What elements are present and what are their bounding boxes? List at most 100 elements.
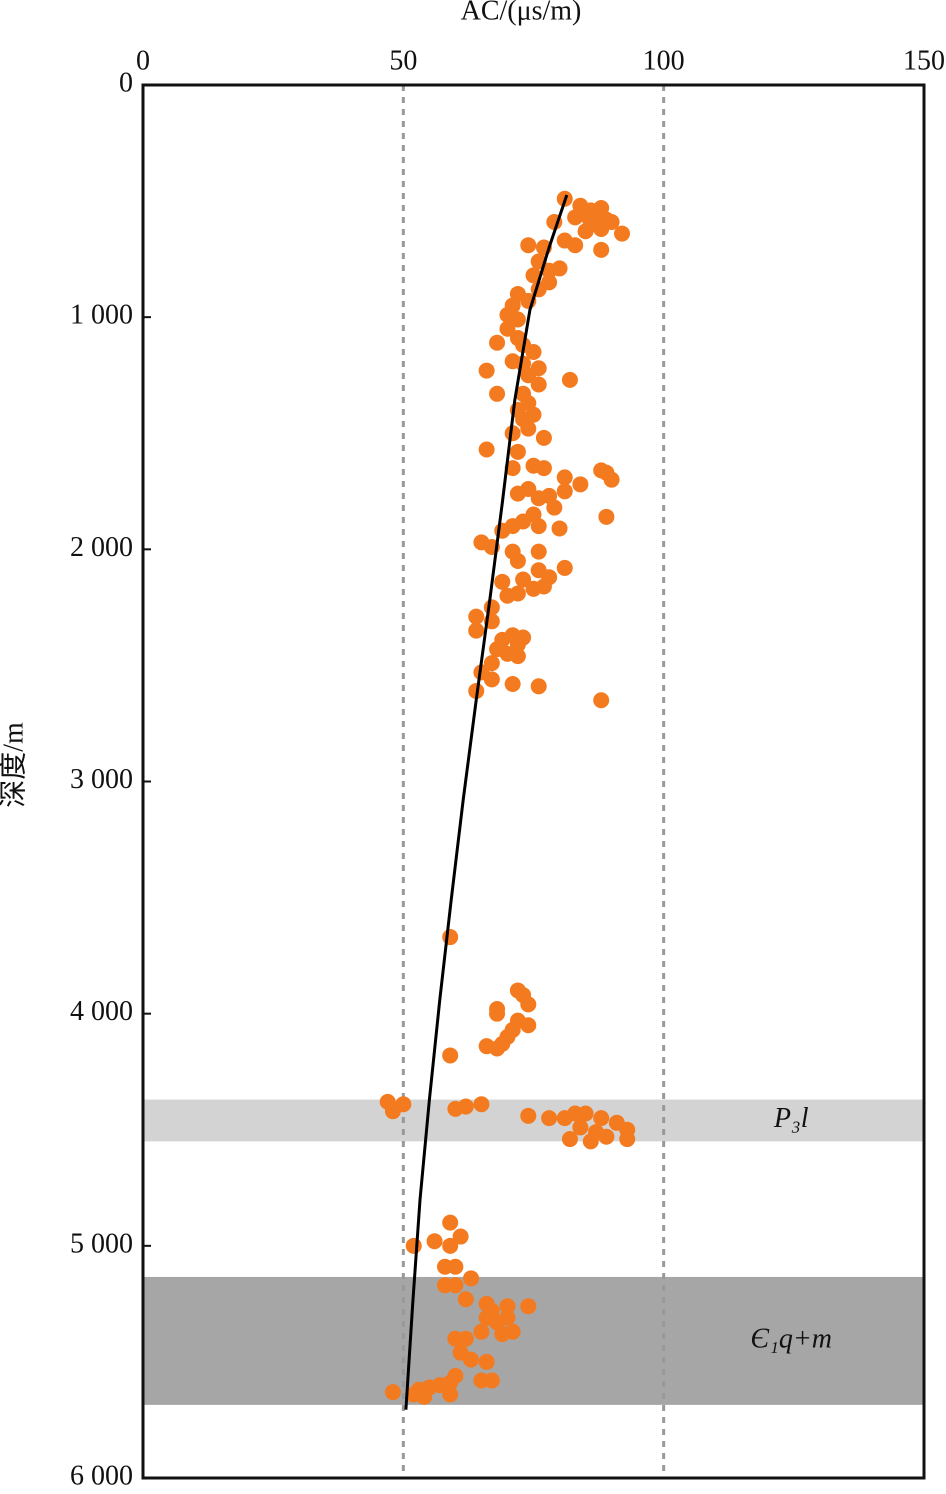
data-point bbox=[572, 1119, 589, 1136]
data-point bbox=[468, 608, 485, 625]
data-point bbox=[520, 996, 537, 1013]
data-point bbox=[499, 1298, 516, 1315]
data-point bbox=[447, 1277, 464, 1294]
data-point bbox=[426, 1233, 443, 1250]
data-point bbox=[561, 1131, 578, 1148]
data-point bbox=[509, 443, 526, 460]
data-point bbox=[509, 636, 526, 653]
data-point bbox=[619, 1131, 636, 1148]
x-tick-label: 150 bbox=[903, 45, 945, 76]
data-point bbox=[457, 1291, 474, 1308]
region-label: Є₁q+m bbox=[750, 1323, 832, 1354]
region-label: P₃l bbox=[773, 1103, 809, 1134]
data-point bbox=[395, 1096, 412, 1113]
x-tick-label: 50 bbox=[389, 45, 417, 76]
data-point bbox=[483, 671, 500, 688]
data-point bbox=[561, 371, 578, 388]
data-point bbox=[463, 1270, 480, 1287]
y-tick-label: 2 000 bbox=[70, 532, 133, 563]
data-point bbox=[489, 1040, 506, 1057]
data-point bbox=[535, 429, 552, 446]
data-point bbox=[535, 460, 552, 477]
data-point bbox=[483, 655, 500, 672]
data-point bbox=[567, 209, 584, 226]
data-point bbox=[509, 311, 526, 328]
data-point bbox=[567, 237, 584, 254]
data-point bbox=[520, 1107, 537, 1124]
data-point bbox=[530, 678, 547, 695]
data-point bbox=[442, 1047, 459, 1064]
data-point bbox=[504, 460, 521, 477]
plot-frame bbox=[141, 83, 926, 1480]
data-point bbox=[520, 367, 537, 384]
x-axis-label: AC/(μs/m) bbox=[461, 0, 582, 26]
data-point bbox=[593, 462, 610, 479]
data-point bbox=[483, 599, 500, 616]
y-tick-label: 1 000 bbox=[70, 300, 133, 331]
region-band bbox=[143, 1276, 924, 1405]
y-tick-label: 0 bbox=[119, 67, 133, 98]
data-point bbox=[405, 1237, 422, 1254]
data-point bbox=[551, 520, 568, 537]
data-point bbox=[457, 1098, 474, 1115]
x-tick-label: 100 bbox=[643, 45, 685, 76]
y-tick-label: 4 000 bbox=[70, 996, 133, 1027]
data-point bbox=[541, 1110, 558, 1127]
data-point bbox=[598, 508, 615, 525]
data-point bbox=[499, 587, 516, 604]
data-point bbox=[447, 1330, 464, 1347]
data-point bbox=[598, 1128, 615, 1145]
x-tick-label: 0 bbox=[136, 45, 150, 76]
data-point bbox=[546, 499, 563, 516]
data-point bbox=[478, 441, 495, 458]
data-point bbox=[582, 1133, 599, 1150]
data-point bbox=[520, 420, 537, 437]
data-point bbox=[572, 476, 589, 493]
data-point bbox=[509, 485, 526, 502]
data-point bbox=[525, 343, 542, 360]
data-point bbox=[442, 1386, 459, 1403]
data-point bbox=[478, 1353, 495, 1370]
data-point bbox=[515, 571, 532, 588]
data-point bbox=[468, 622, 485, 639]
data-point bbox=[593, 220, 610, 237]
data-point bbox=[520, 1017, 537, 1034]
data-point bbox=[509, 552, 526, 569]
data-point bbox=[556, 469, 573, 486]
data-point bbox=[577, 1105, 594, 1122]
data-point bbox=[489, 385, 506, 402]
data-point bbox=[520, 1298, 537, 1315]
data-point bbox=[509, 648, 526, 665]
data-point bbox=[556, 483, 573, 500]
data-point bbox=[593, 692, 610, 709]
data-point bbox=[494, 573, 511, 590]
data-point bbox=[473, 1323, 490, 1340]
data-point bbox=[541, 262, 558, 279]
data-point bbox=[525, 580, 542, 597]
data-point bbox=[593, 241, 610, 258]
data-point bbox=[614, 225, 631, 242]
data-point bbox=[489, 1005, 506, 1022]
data-point bbox=[489, 334, 506, 351]
data-point bbox=[478, 362, 495, 379]
data-point bbox=[473, 1096, 490, 1113]
data-point bbox=[520, 237, 537, 254]
data-point bbox=[483, 1372, 500, 1389]
y-tick-label: 3 000 bbox=[70, 764, 133, 795]
data-point bbox=[416, 1388, 433, 1405]
data-point bbox=[556, 559, 573, 576]
y-tick-label: 6 000 bbox=[70, 1460, 133, 1491]
data-point bbox=[530, 518, 547, 535]
data-point bbox=[593, 1110, 610, 1127]
data-point bbox=[442, 1214, 459, 1231]
data-point bbox=[525, 267, 542, 284]
data-point bbox=[442, 1237, 459, 1254]
data-point bbox=[447, 1258, 464, 1275]
trend-line bbox=[404, 194, 569, 1410]
data-point bbox=[530, 376, 547, 393]
data-point bbox=[603, 471, 620, 488]
y-axis-label: 深度/m bbox=[0, 722, 29, 808]
data-point bbox=[452, 1228, 469, 1245]
data-point bbox=[530, 543, 547, 560]
